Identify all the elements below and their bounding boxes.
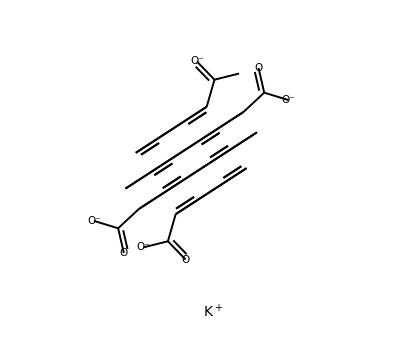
Text: O⁻: O⁻ — [87, 216, 101, 226]
Text: O: O — [254, 63, 263, 73]
Text: O⁻: O⁻ — [282, 95, 295, 105]
Text: O⁻: O⁻ — [137, 243, 150, 253]
Text: O⁻: O⁻ — [190, 57, 204, 67]
Text: K$^+$: K$^+$ — [204, 303, 224, 320]
Text: O: O — [120, 248, 128, 258]
Text: O: O — [181, 255, 190, 265]
